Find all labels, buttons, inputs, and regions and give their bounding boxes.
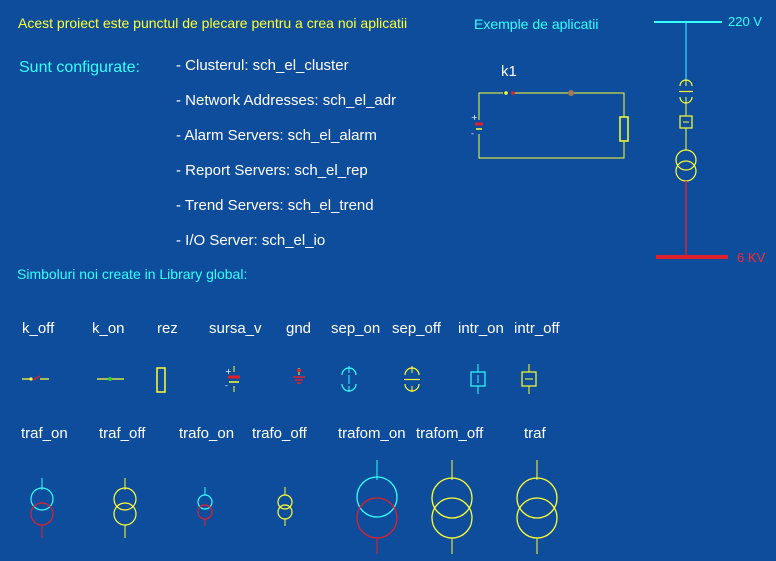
symbol-sursa-v-icon[interactable]: + - (225, 366, 240, 392)
symbol-traf-icon[interactable] (516, 460, 558, 554)
label-sep-off: sep_off (392, 320, 441, 337)
svg-text:+: + (225, 367, 232, 376)
label-traf: traf (524, 425, 546, 442)
disconnector-icon[interactable] (679, 79, 693, 116)
example-circuit[interactable]: + - (471, 89, 629, 159)
label-gnd: gnd (286, 320, 312, 337)
config-title: Sunt configurate: (19, 59, 140, 76)
high-voltage-label: 220 V (728, 14, 762, 29)
symbol-sep-off-icon[interactable] (404, 366, 420, 392)
svg-text:-: - (225, 381, 228, 390)
symbol-traf-on-icon[interactable] (30, 478, 54, 538)
label-k-on: k_on (92, 320, 125, 337)
symbol-rez-icon[interactable] (156, 367, 166, 393)
symbol-trafo-off-icon[interactable] (277, 487, 293, 526)
label-sep-on: sep_on (331, 320, 381, 337)
config-item-alarm: - Alarm Servers: sch_el_alarm (176, 127, 377, 144)
breaker-icon[interactable] (679, 115, 693, 150)
label-traf-on: traf_on (21, 425, 68, 442)
label-trafo-on: trafo_on (179, 425, 235, 442)
svg-text:+: + (471, 113, 478, 122)
label-intr-on: intr_on (458, 320, 504, 337)
config-item-cluster: - Clusterul: sch_el_cluster (176, 57, 349, 74)
switch-label-k1: k1 (501, 63, 517, 80)
substation-diagram[interactable] (654, 21, 728, 259)
config-item-trend: - Trend Servers: sch_el_trend (176, 197, 374, 214)
label-sursa-v: sursa_v (209, 320, 262, 337)
switch-k1-icon[interactable] (511, 91, 515, 95)
symbol-k-on-icon[interactable] (97, 377, 124, 381)
intro-text: Acest proiect este punctul de plecare pe… (18, 15, 408, 31)
low-voltage-label: 6 KV (737, 250, 766, 265)
symbol-trafom-on-icon[interactable] (356, 460, 398, 554)
transformer-icon[interactable] (675, 149, 697, 182)
examples-title: Exemple de aplicatii (474, 16, 599, 32)
label-traf-off: traf_off (99, 425, 146, 442)
config-item-report: - Report Servers: sch_el_rep (176, 162, 368, 179)
symbol-traf-off-icon[interactable] (113, 478, 137, 538)
voltage-source-icon[interactable]: + - (471, 113, 485, 138)
svg-text:-: - (471, 129, 474, 138)
label-intr-off: intr_off (514, 320, 560, 337)
label-trafom-on: trafom_on (338, 425, 406, 442)
library-title: Simboluri noi create in Library global: (17, 266, 248, 282)
config-item-io: - I/O Server: sch_el_io (176, 232, 326, 249)
switch-contact-left (504, 91, 508, 95)
symbol-gnd-icon[interactable] (293, 368, 305, 384)
config-item-network: - Network Addresses: sch_el_adr (176, 92, 397, 109)
symbol-intr-on-icon[interactable] (470, 364, 486, 394)
label-rez: rez (157, 320, 178, 337)
resistor-icon[interactable] (619, 116, 629, 142)
symbol-intr-off-icon[interactable] (521, 364, 537, 394)
symbol-k-off-icon[interactable] (22, 375, 49, 383)
circuit-gap (503, 89, 513, 97)
symbol-sep-on-icon[interactable] (341, 366, 357, 392)
circuit-node-icon (568, 90, 574, 96)
symbol-trafom-off-icon[interactable] (431, 460, 473, 554)
label-trafo-off: trafo_off (252, 425, 307, 442)
label-k-off: k_off (22, 320, 55, 337)
label-trafom-off: trafom_off (416, 425, 484, 442)
symbol-trafo-on-icon[interactable] (197, 487, 213, 526)
circuit-wire-loop (478, 92, 625, 159)
